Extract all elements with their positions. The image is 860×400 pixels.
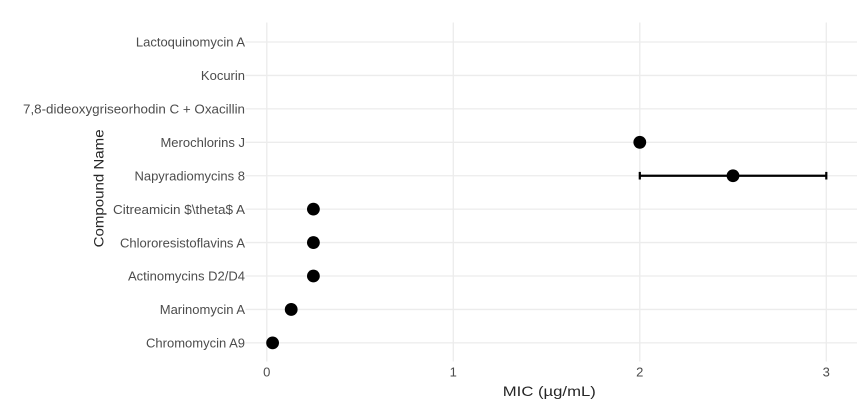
svg-text:1: 1 [450,364,457,379]
svg-text:Compound Name: Compound Name [91,129,107,247]
svg-text:Marinomycin A: Marinomycin A [160,302,246,317]
svg-text:Actinomycins D2/D4: Actinomycins D2/D4 [128,269,245,284]
svg-text:7,8-dideoxygriseorhodin C + Ox: 7,8-dideoxygriseorhodin C + Oxacillin [23,102,245,117]
svg-text:MIC (µg/mL): MIC (µg/mL) [503,383,596,399]
svg-text:Citreamicin $\theta$ A: Citreamicin $\theta$ A [113,202,245,217]
svg-text:Napyradiomycins 8: Napyradiomycins 8 [134,168,245,183]
svg-text:0: 0 [263,364,270,379]
svg-text:Kocurin: Kocurin [201,68,245,83]
svg-text:Merochlorins J: Merochlorins J [160,135,245,150]
svg-text:2: 2 [636,364,643,379]
svg-text:3: 3 [823,364,830,379]
svg-text:Chlororesistoflavins A: Chlororesistoflavins A [120,235,245,250]
svg-text:Lactoquinomycin A: Lactoquinomycin A [136,35,245,50]
svg-text:Chromomycin A9: Chromomycin A9 [146,336,245,351]
